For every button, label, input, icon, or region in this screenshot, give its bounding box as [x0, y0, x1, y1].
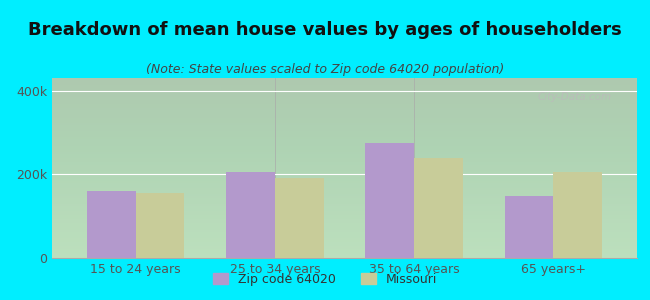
Text: (Note: State values scaled to Zip code 64020 population): (Note: State values scaled to Zip code 6… [146, 63, 504, 76]
Bar [414, 158, 463, 258]
Legend: Zip code 64020, Missouri: Zip code 64020, Missouri [208, 268, 442, 291]
Bar [275, 178, 324, 258]
Bar [226, 172, 275, 258]
Bar [504, 196, 553, 258]
Bar [365, 143, 414, 258]
Bar [87, 191, 136, 258]
Bar [553, 172, 602, 258]
Bar [136, 193, 185, 258]
Text: City-Data.com: City-Data.com [538, 92, 612, 102]
Text: Breakdown of mean house values by ages of householders: Breakdown of mean house values by ages o… [28, 21, 622, 39]
